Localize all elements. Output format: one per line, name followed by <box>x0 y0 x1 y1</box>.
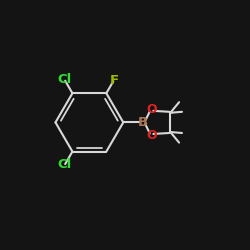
Text: F: F <box>110 74 119 87</box>
Text: O: O <box>146 103 157 116</box>
Text: Cl: Cl <box>58 74 72 86</box>
Text: O: O <box>146 129 157 142</box>
Text: Cl: Cl <box>58 158 72 172</box>
Text: B: B <box>138 116 148 129</box>
